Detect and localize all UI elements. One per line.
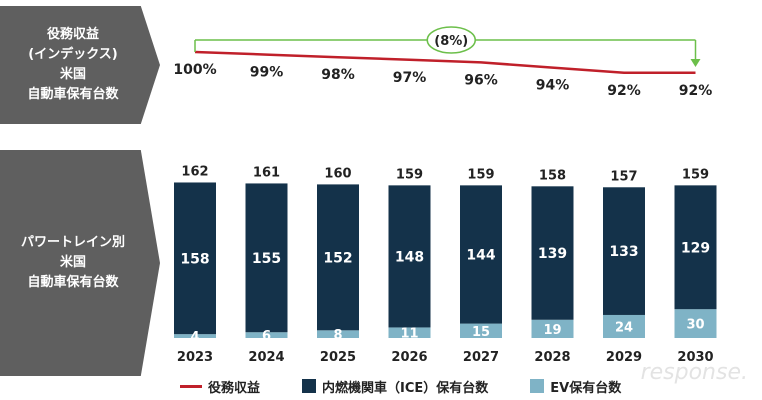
legend-label-revenue: 役務収益	[208, 380, 261, 396]
revenue-data-label: 100%	[173, 62, 216, 78]
ice-bar	[460, 185, 502, 324]
total-value-label: 159	[467, 167, 494, 182]
ice-bar	[317, 184, 359, 331]
bracket-arrowhead	[690, 59, 701, 67]
top-panel-line-0: 役務収益	[46, 27, 99, 42]
total-value-label: 157	[610, 169, 637, 184]
legend-label-ev: EV保有台数	[550, 380, 622, 396]
legend-item-ice: 内燃機関車（ICE）保有台数	[302, 377, 488, 396]
ev-bar	[245, 332, 288, 338]
revenue-data-label: 98%	[321, 67, 355, 83]
revenue-data-label: 92%	[679, 83, 713, 99]
legend: 役務収益 内燃機関車（ICE）保有台数 EV保有台数	[180, 376, 655, 396]
legend-swatch-ev	[530, 379, 545, 393]
total-value-label: 161	[253, 165, 280, 180]
ice-bar	[174, 182, 216, 335]
ice-value-label: 129	[681, 240, 710, 256]
legend-line-marker	[180, 384, 202, 388]
ev-value-label: 11	[400, 327, 418, 342]
legend-item-ev: EV保有台数	[530, 377, 621, 396]
revenue-data-label: 92%	[607, 83, 641, 99]
ev-value-label: 6	[262, 329, 271, 344]
bottom-panel-line-1: 米国	[59, 255, 86, 270]
legend-label-ice: 内燃機関車（ICE）保有台数	[322, 380, 489, 396]
ice-value-label: 133	[609, 244, 638, 260]
year-tick-label: 2026	[391, 350, 427, 365]
ev-value-label: 4	[190, 330, 199, 345]
ice-value-label: 148	[395, 249, 424, 265]
revenue-data-label: 97%	[393, 70, 427, 86]
top-panel-line-1: (インデックス)	[28, 47, 118, 62]
ice-bar	[674, 185, 717, 310]
year-tick-label: 2030	[677, 350, 713, 365]
year-tick-label: 2024	[248, 350, 284, 365]
year-tick-label: 2023	[177, 350, 213, 365]
ev-bar	[603, 314, 645, 338]
total-value-label: 159	[396, 167, 423, 182]
revenue-series-line	[194, 50, 696, 75]
legend-item-revenue: 役務収益	[180, 377, 260, 396]
ev-bar	[174, 334, 216, 338]
ev-bar	[674, 309, 717, 338]
ev-value-label: 15	[472, 325, 490, 340]
year-tick-label: 2027	[463, 350, 499, 365]
ev-bar	[531, 319, 574, 338]
revenue-data-label: 99%	[250, 65, 284, 81]
top-panel-line-3: 自動車保有台数	[27, 87, 119, 102]
revenue-data-label: 96%	[464, 72, 498, 88]
year-tick-label: 2028	[534, 350, 570, 365]
ice-bar	[603, 187, 645, 315]
bottom-panel-line-0: パワートレイン別	[20, 235, 125, 250]
ice-value-label: 158	[180, 251, 209, 267]
year-tick-label: 2029	[606, 350, 642, 365]
powertrain-panel: パワートレイン別 米国自動車保有台数	[0, 150, 160, 376]
total-value-label: 160	[324, 166, 351, 181]
revenue-line-chart: 100% 99% 98% 97% 96% 94% 92% 92% (8%)	[173, 26, 713, 99]
ev-bar	[317, 330, 359, 338]
ice-value-label: 144	[466, 247, 495, 263]
ev-value-label: 24	[615, 320, 633, 335]
legend-swatch-ice	[302, 379, 317, 393]
year-tick-label: 2025	[320, 350, 356, 365]
total-value-label: 158	[539, 168, 566, 183]
ice-bar	[531, 186, 574, 320]
bottom-panel-line-2: 自動車保有台数	[27, 275, 119, 290]
ice-value-label: 139	[538, 246, 567, 262]
ev-bar	[388, 327, 431, 338]
ev-value-label: 19	[543, 323, 561, 338]
total-value-label: 159	[682, 167, 709, 182]
callout-ellipse	[426, 26, 476, 54]
ev-value-label: 30	[686, 318, 704, 333]
ice-bar	[245, 183, 288, 333]
callout-label: (8%)	[434, 34, 468, 49]
total-value-label: 162	[181, 164, 208, 179]
ice-value-label: 152	[323, 250, 352, 266]
stacked-bar-chart: 158 4 162 2023 155 6 161 2024 152 8 160 2025 148 11 15…	[174, 164, 717, 365]
top-panel-line-2: 米国	[59, 67, 86, 82]
revenue-index-panel: 役務収益 (インデックス) 米国自動車保有台数	[0, 6, 160, 124]
revenue-data-label: 94%	[536, 78, 570, 94]
ice-value-label: 155	[252, 251, 281, 267]
ice-bar	[388, 185, 431, 328]
ev-value-label: 8	[333, 328, 342, 343]
ev-bar	[460, 323, 502, 338]
watermark-logo: response.	[640, 360, 748, 385]
